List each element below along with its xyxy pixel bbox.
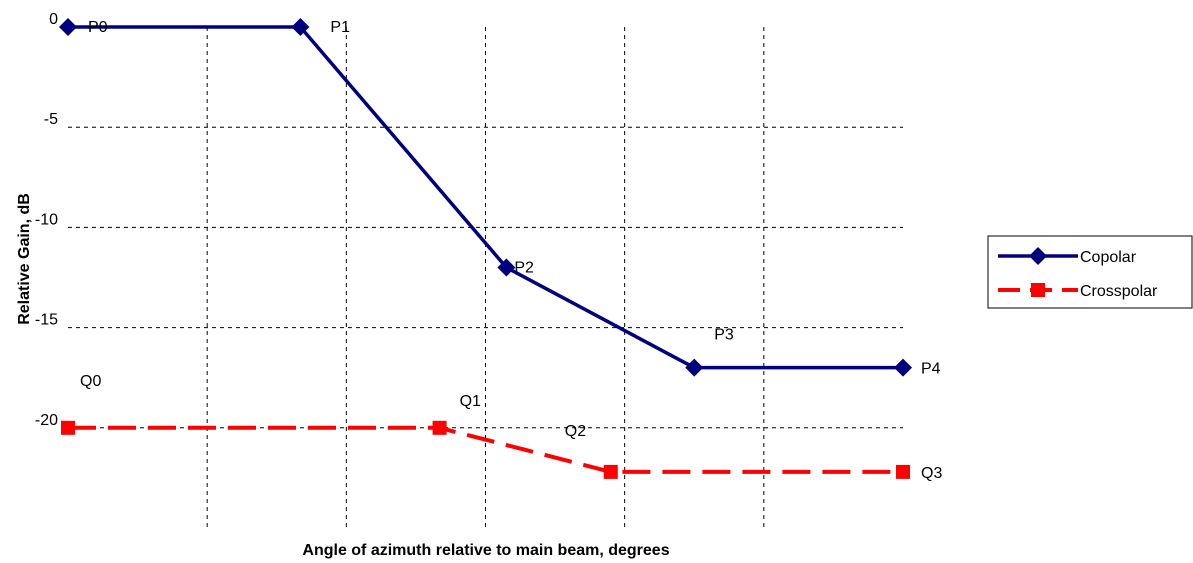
point-labels: P0 P1 P2 P3 P4 Q0 Q1 Q2 Q3: [80, 19, 942, 482]
data-point-marker: [432, 420, 447, 435]
data-point-label: P1: [330, 19, 350, 36]
data-point-marker: [894, 358, 912, 377]
y-axis-title: Relative Gain, dB: [16, 193, 33, 325]
data-point-label: P3: [714, 327, 734, 344]
data-point-label: P2: [514, 259, 534, 276]
legend-swatch-marker: [1029, 247, 1047, 265]
y-tick-label: -15: [35, 312, 58, 329]
y-tick-label: -10: [35, 211, 58, 228]
data-point-label: Q2: [565, 423, 586, 440]
legend-box: [987, 235, 1193, 309]
legend-label: Crosspolar: [1080, 283, 1158, 300]
y-tick-label: -20: [35, 412, 58, 429]
grid: [68, 27, 903, 528]
y-tick-label: 0: [49, 11, 58, 28]
legend-swatch-marker: [1031, 283, 1045, 297]
data-point-marker: [291, 18, 310, 36]
data-point-label: Q3: [921, 465, 942, 482]
data-point-label: P0: [88, 19, 108, 36]
data-point-marker: [59, 18, 77, 36]
data-point-label: Q0: [80, 373, 101, 390]
data-point-label: Q1: [460, 393, 481, 410]
data-point-marker: [61, 420, 75, 435]
y-tick-label: -5: [44, 111, 58, 128]
legend-label: Copolar: [1080, 249, 1137, 266]
series-line-crosspolar: [68, 425, 903, 474]
data-point-marker: [896, 464, 910, 479]
data-point-marker: [685, 358, 704, 377]
x-axis-title: Angle of azimuth relative to main beam, …: [302, 542, 669, 559]
legend: Copolar Crosspolar: [987, 235, 1193, 309]
data-point-marker: [603, 464, 618, 479]
data-point-marker: [497, 258, 516, 277]
series-group: [59, 18, 912, 479]
y-tick-labels: 0 -5 -10 -15 -20: [35, 11, 58, 429]
data-point-label: P4: [921, 361, 941, 378]
